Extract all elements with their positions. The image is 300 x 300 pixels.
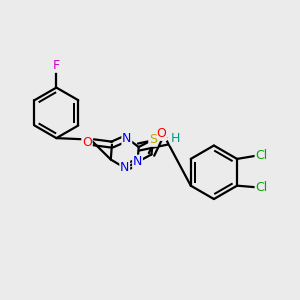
Text: H: H: [171, 132, 180, 145]
Text: O: O: [156, 127, 166, 140]
Text: N: N: [122, 132, 131, 145]
Text: S: S: [149, 133, 157, 146]
Text: N: N: [133, 155, 142, 168]
Text: N: N: [120, 161, 129, 174]
Text: Cl: Cl: [255, 149, 268, 162]
Text: Cl: Cl: [255, 181, 268, 194]
Text: O: O: [82, 136, 92, 149]
Text: F: F: [53, 59, 60, 72]
